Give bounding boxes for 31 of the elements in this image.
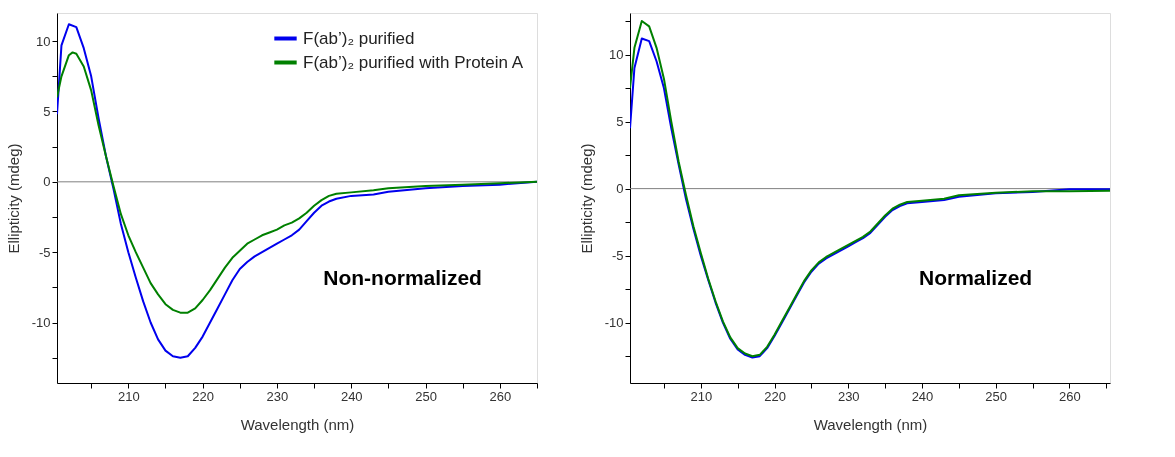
y-tick-label: -5 [38,244,51,260]
y-tick-label: -10 [604,315,624,331]
x-tick-label: 220 [764,388,786,404]
line-series [57,51,537,314]
x-tick-label: 240 [911,388,934,404]
y-tick-label: 5 [43,103,51,119]
x-tick-label: 230 [266,388,289,404]
x-tick-label: 250 [415,388,437,404]
x-tick-label: 210 [690,388,713,404]
x-axis-title: Wavelength (nm) [813,415,928,433]
x-tick-label: 240 [340,388,363,404]
y-tick-label: 0 [43,174,51,190]
x-tick-label: 230 [837,388,860,404]
x-tick-label: 210 [117,388,140,404]
y-tick-label: -10 [31,315,51,331]
legend-label: F(ab’)₂ purified [303,28,415,48]
y-axis-title: Ellipticity (mdeg) [4,143,22,254]
x-tick-label: 220 [192,388,214,404]
x-axis-title: Wavelength (nm) [240,415,355,433]
annotation: Non-normalized [323,266,482,290]
annotation: Normalized [919,266,1033,290]
x-tick-label: 250 [985,388,1008,404]
y-tick-label: 10 [36,33,51,49]
y-axis-title: Ellipticity (mdeg) [577,143,595,254]
y-tick-label: -5 [611,248,624,264]
x-tick-label: 260 [1059,388,1081,404]
x-tick-label: 260 [489,388,512,404]
y-tick-label: 10 [609,47,624,63]
legend-label: F(ab’)₂ purified with Protein A [303,52,524,72]
y-tick-label: 0 [616,181,624,197]
y-tick-label: 5 [616,114,624,130]
